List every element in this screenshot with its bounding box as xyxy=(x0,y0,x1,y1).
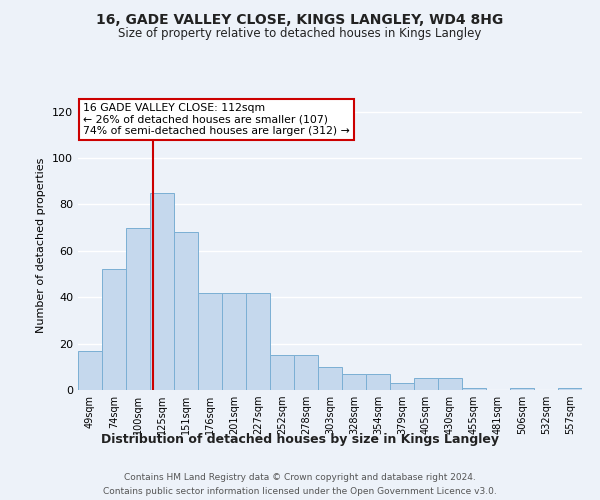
Bar xyxy=(462,388,486,390)
Bar xyxy=(294,355,318,390)
Bar xyxy=(342,374,366,390)
Bar xyxy=(366,374,390,390)
Bar xyxy=(150,193,174,390)
Text: Contains public sector information licensed under the Open Government Licence v3: Contains public sector information licen… xyxy=(103,488,497,496)
Text: Contains HM Land Registry data © Crown copyright and database right 2024.: Contains HM Land Registry data © Crown c… xyxy=(124,472,476,482)
Bar xyxy=(270,355,294,390)
Bar xyxy=(126,228,150,390)
Bar xyxy=(414,378,438,390)
Bar xyxy=(198,292,222,390)
Text: 16, GADE VALLEY CLOSE, KINGS LANGLEY, WD4 8HG: 16, GADE VALLEY CLOSE, KINGS LANGLEY, WD… xyxy=(97,12,503,26)
Bar xyxy=(510,388,534,390)
Bar xyxy=(222,292,246,390)
Y-axis label: Number of detached properties: Number of detached properties xyxy=(37,158,46,332)
Bar xyxy=(318,367,342,390)
Bar xyxy=(390,383,414,390)
Bar xyxy=(102,270,126,390)
Bar xyxy=(246,292,270,390)
Text: 16 GADE VALLEY CLOSE: 112sqm
← 26% of detached houses are smaller (107)
74% of s: 16 GADE VALLEY CLOSE: 112sqm ← 26% of de… xyxy=(83,103,350,136)
Bar xyxy=(174,232,198,390)
Text: Distribution of detached houses by size in Kings Langley: Distribution of detached houses by size … xyxy=(101,432,499,446)
Text: Size of property relative to detached houses in Kings Langley: Size of property relative to detached ho… xyxy=(118,28,482,40)
Bar xyxy=(438,378,462,390)
Bar xyxy=(558,388,582,390)
Bar xyxy=(78,350,102,390)
